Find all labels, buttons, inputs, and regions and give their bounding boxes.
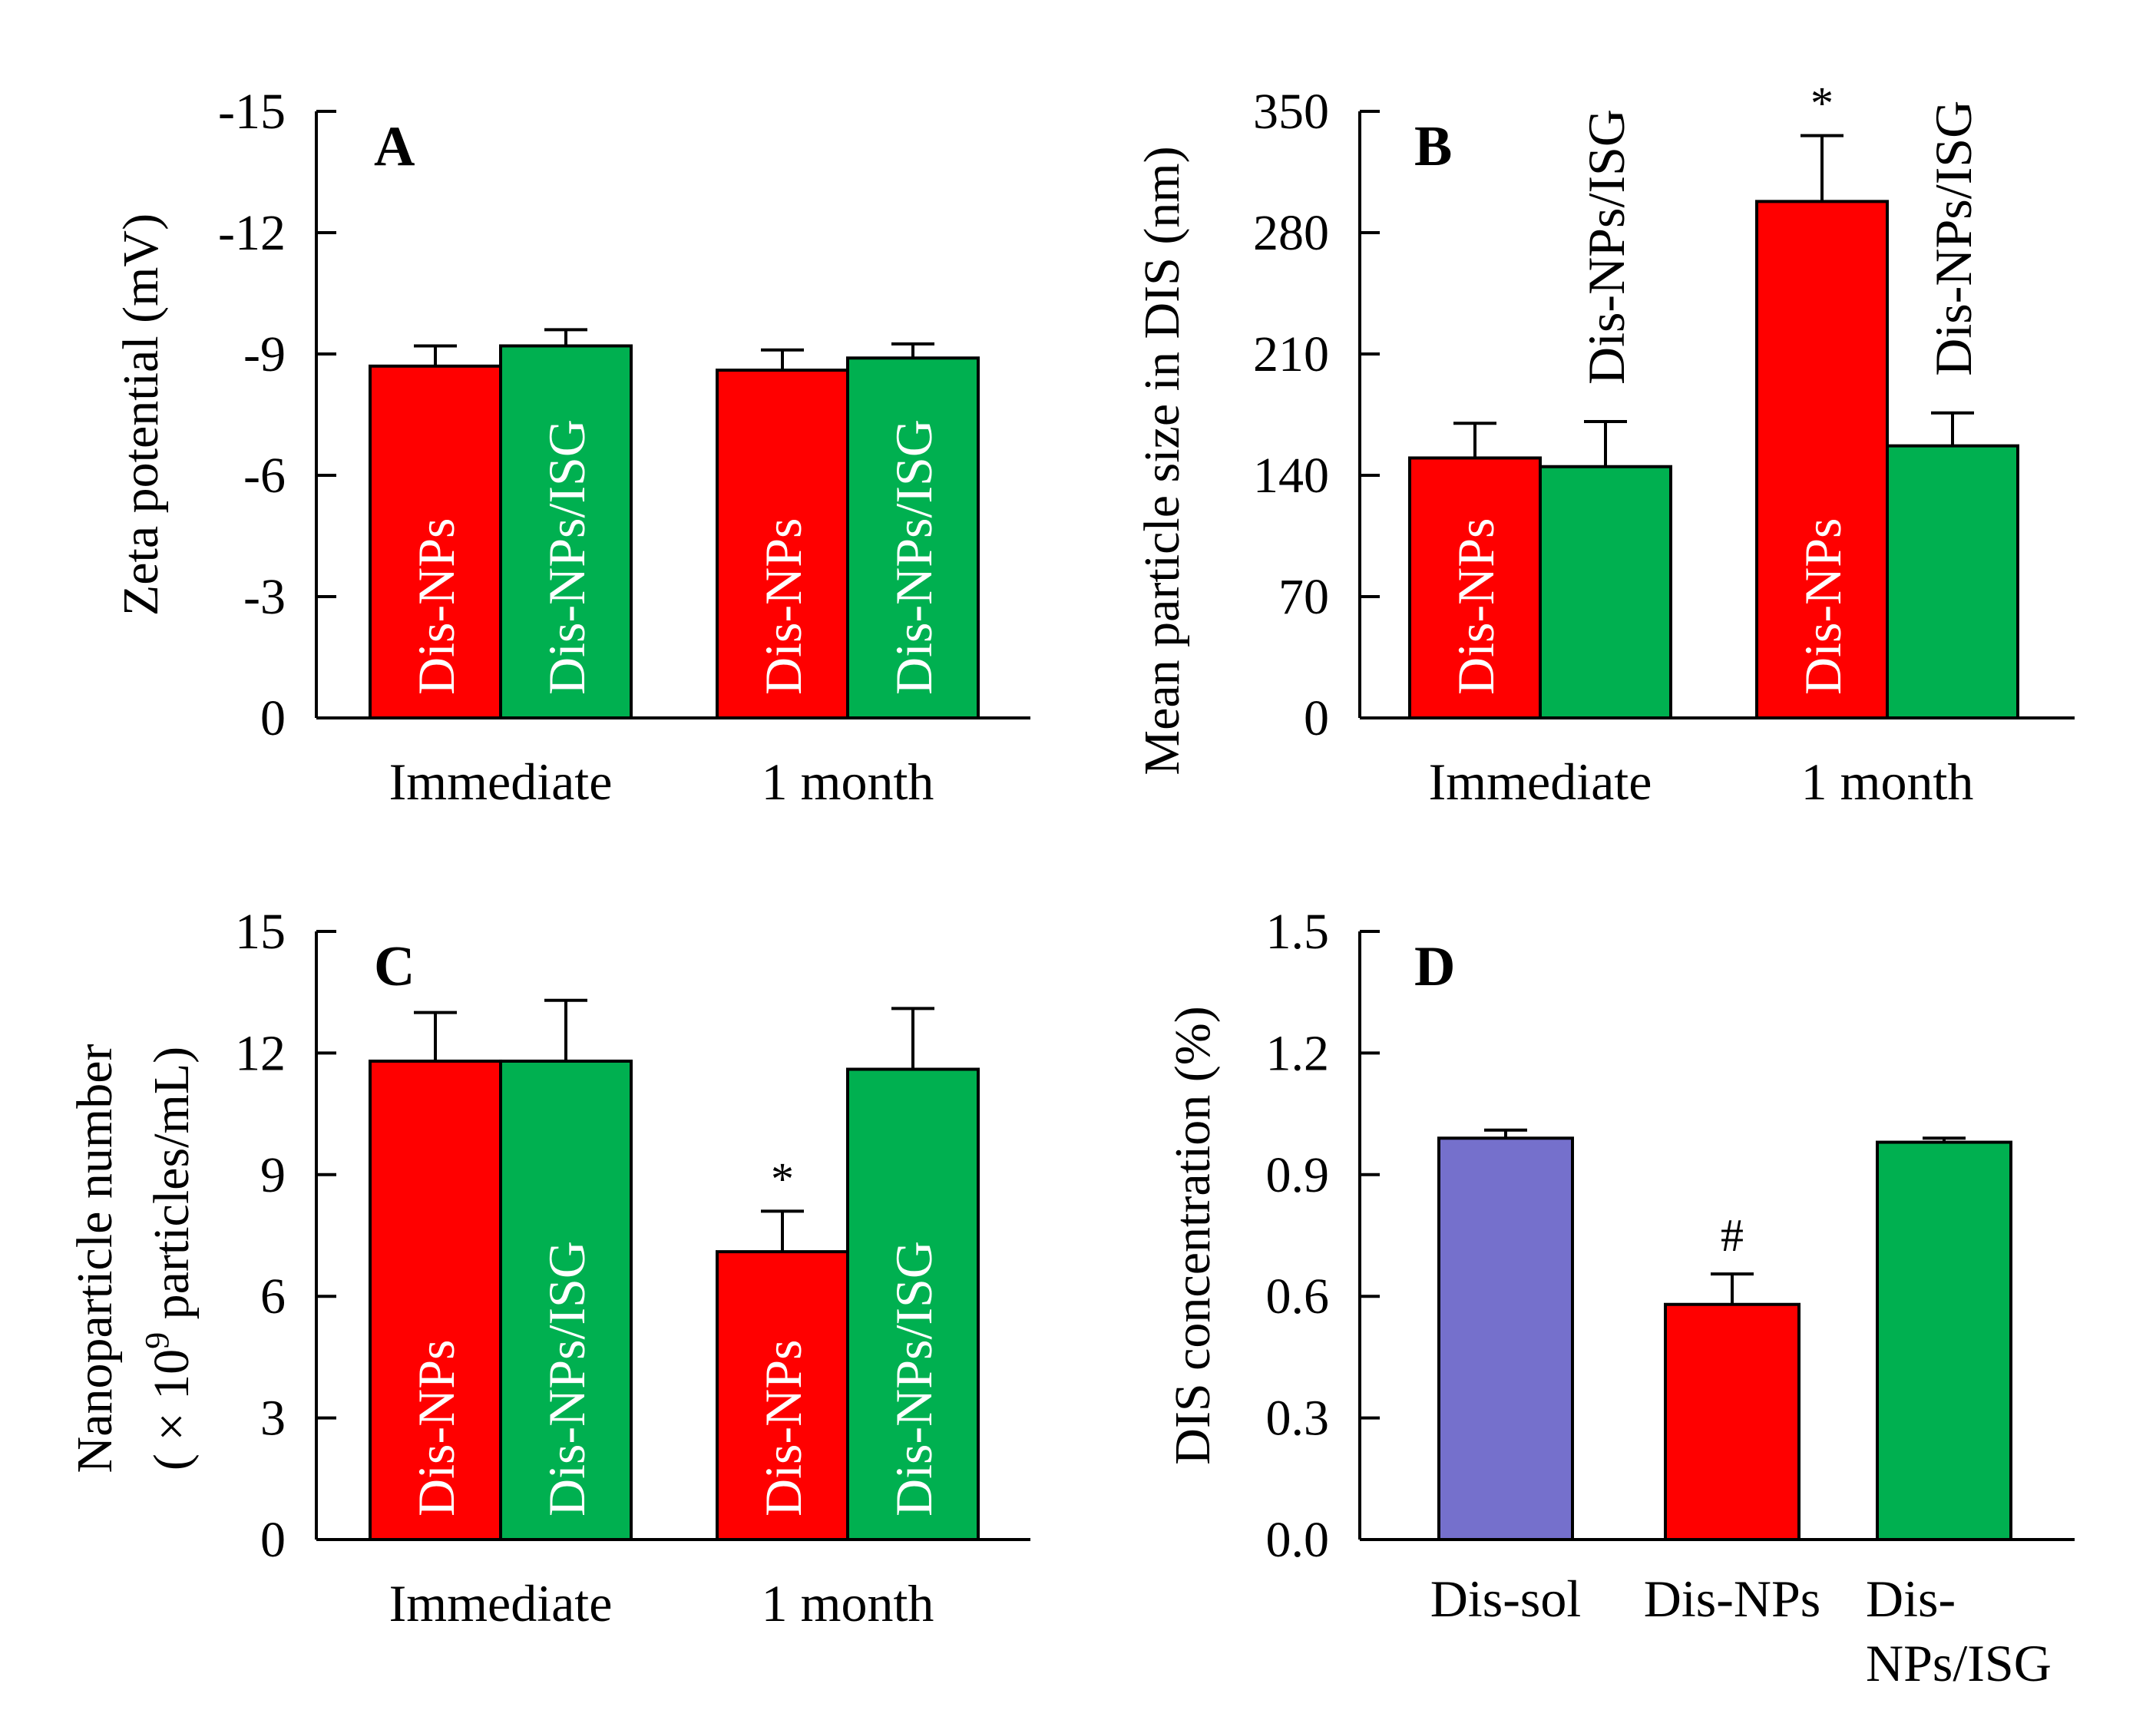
bar (846, 356, 980, 719)
y-axis-label-superscript: 9 (138, 1332, 176, 1349)
significance-marker: # (1721, 1210, 1744, 1261)
y-tick-label: 3 (260, 1391, 286, 1447)
panel-d-chart: 0.0 0.3 0.6 0.9 1.2 1.5 D Dis-sol Dis-NPs Dis- NPs… (1165, 904, 2075, 1692)
category-label: Immediate (389, 1574, 613, 1632)
bar (1539, 465, 1672, 719)
y-tick-label: 0.6 (1266, 1268, 1330, 1325)
bar (1886, 444, 2019, 720)
y-tick-label: 1.2 (1266, 1025, 1330, 1081)
bar-label: Dis-NPs/ISG (885, 1241, 943, 1517)
bar-label: Dis-NPs (1794, 518, 1852, 696)
y-tick-label: -9 (243, 326, 286, 382)
y-tick-label: 70 (1278, 569, 1329, 625)
y-axis-label-prefix: ( × 10 (144, 1349, 200, 1470)
bar-label-above: Dis-NPs/ISG (1577, 109, 1635, 385)
bar (369, 364, 502, 719)
y-tick-label: 0.0 (1266, 1512, 1330, 1568)
y-axis-label-line2: ( × 109 particles/mL) (138, 1047, 200, 1470)
bar (499, 1059, 633, 1541)
bar (846, 1067, 980, 1541)
y-tick-label: 15 (235, 904, 286, 960)
bar-label: Dis-NPs (407, 1340, 465, 1517)
bar-label: Dis-NPs/ISG (537, 419, 596, 695)
category-label: Dis-sol (1430, 1570, 1581, 1628)
category-label: Dis-NPs (1644, 1570, 1821, 1628)
bar-label: Dis-NPs/ISG (885, 419, 943, 695)
y-tick-label: 140 (1253, 448, 1329, 504)
y-tick-label: 0 (1304, 690, 1329, 746)
y-tick-label: 9 (260, 1147, 286, 1203)
bar-label: Dis-NPs/ISG (537, 1241, 596, 1517)
y-tick-label: 0 (260, 690, 286, 746)
y-tick-label: 12 (235, 1025, 286, 1081)
panel-c-chart: 0 3 6 9 12 15 C Dis-NPs Dis-NPs/ISG Immediate Dis-… (67, 904, 1030, 1632)
y-axis-label-line1: Nanoparticle number (67, 1044, 123, 1474)
panel-letter: D (1414, 935, 1455, 998)
category-label: Immediate (1429, 752, 1652, 811)
category-label: 1 month (762, 752, 934, 811)
y-tick-label: 210 (1253, 326, 1329, 382)
bar (1437, 1136, 1574, 1541)
y-tick-label: 1.5 (1266, 904, 1330, 960)
significance-marker: * (1810, 78, 1834, 129)
significance-marker: * (771, 1153, 794, 1204)
bar (1664, 1302, 1801, 1541)
y-tick-label: 0 (260, 1512, 286, 1568)
panel-letter: C (374, 935, 415, 998)
panel-letter: A (374, 115, 415, 178)
y-tick-label: 0.3 (1266, 1391, 1330, 1447)
bar-label: Dis-NPs (1447, 518, 1505, 696)
bar (1755, 200, 1889, 720)
bar (1876, 1140, 2012, 1542)
y-tick-label: -12 (218, 205, 286, 261)
category-label: Immediate (389, 752, 613, 811)
y-axis-label: Zeta potential (mV) (113, 213, 169, 616)
bar-label-above: Dis-NPs/ISG (1924, 101, 1982, 376)
y-tick-label: -3 (243, 569, 286, 625)
bar (716, 1250, 849, 1541)
y-axis-label: DIS concentration (%) (1165, 1006, 1221, 1464)
bar-label: Dis-NPs (754, 1340, 812, 1517)
panel-letter: B (1414, 115, 1452, 178)
y-tick-label: 6 (260, 1268, 286, 1325)
y-axis-label: Mean particle size in DIS (nm) (1134, 146, 1190, 775)
panel-b-chart: 0 70 140 210 280 350 B Dis-NPs Dis-NPs/ISG Immedi… (1134, 78, 2075, 811)
category-label-line: Dis- (1866, 1570, 1956, 1628)
category-label: Dis- NPs/ISG (1866, 1570, 2052, 1692)
bar-label: Dis-NPs (754, 518, 812, 696)
y-tick-label: 280 (1253, 205, 1329, 261)
y-tick-label: -6 (243, 448, 286, 504)
bar (369, 1059, 502, 1541)
bar (499, 344, 633, 719)
y-tick-label: -15 (218, 84, 286, 140)
panel-a-chart: 0 -3 -6 -9 -12 -15 A Dis-NPs Dis-NPs/ISG Immediat… (113, 84, 1030, 811)
y-tick-label: 350 (1253, 84, 1329, 140)
category-label-line: NPs/ISG (1866, 1634, 2052, 1692)
category-label: 1 month (762, 1574, 934, 1632)
category-label: 1 month (1801, 752, 1974, 811)
y-axis-label-suffix: particles/mL) (144, 1047, 200, 1332)
bar-label: Dis-NPs (407, 518, 465, 696)
y-tick-label: 0.9 (1266, 1147, 1330, 1203)
